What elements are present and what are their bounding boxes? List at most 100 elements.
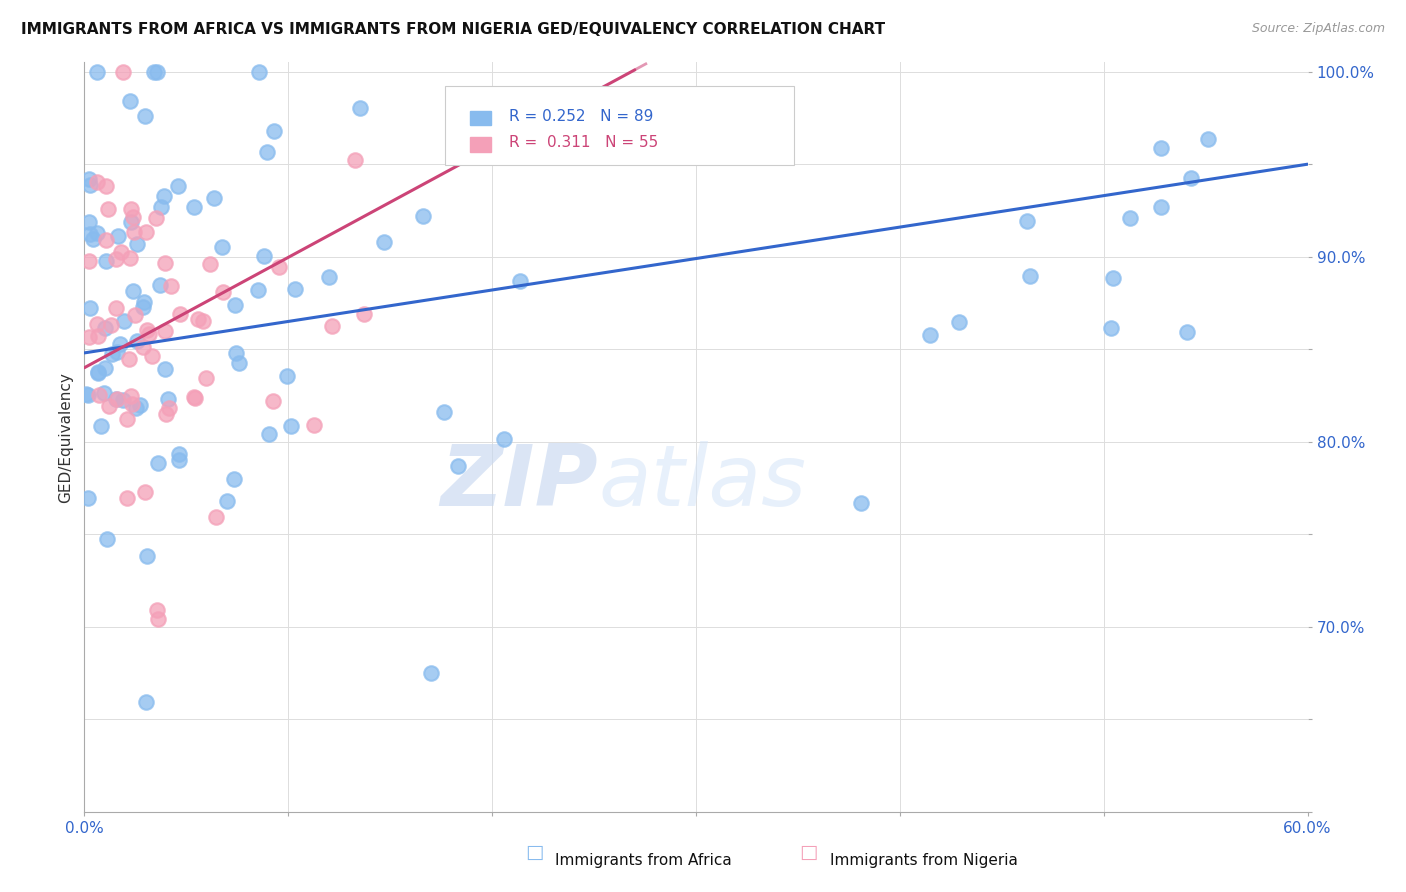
Point (447, 458, 470, 473)
Point (1197, 132, 1219, 146)
Point (108, 337, 131, 351)
Point (77, 172, 100, 186)
Point (1150, 141, 1173, 155)
Point (217, 494, 239, 508)
Point (100, 347, 122, 361)
Point (195, 371, 218, 385)
Point (134, 295, 156, 310)
Point (191, 314, 214, 328)
Point (118, 252, 141, 266)
Point (492, 432, 515, 446)
Point (321, 319, 343, 334)
Point (145, 603, 167, 617)
Point (77, 215, 100, 229)
Point (105, 392, 128, 406)
FancyBboxPatch shape (470, 136, 491, 152)
Point (110, 244, 132, 259)
Point (132, 300, 155, 314)
Point (105, 344, 128, 359)
Point (104, 301, 127, 315)
Point (79, 227, 101, 241)
Point (87, 329, 110, 343)
Point (184, 391, 207, 405)
Point (146, 64, 169, 78)
Point (155, 362, 177, 376)
Point (155, 324, 177, 338)
Point (142, 64, 165, 78)
Point (112, 313, 135, 327)
Point (124, 308, 146, 322)
Point (1119, 211, 1142, 226)
Point (259, 427, 281, 442)
Point (166, 179, 188, 194)
Text: □: □ (799, 843, 818, 862)
Point (141, 349, 163, 363)
Point (183, 200, 205, 214)
Point (79, 178, 101, 192)
Point (100, 318, 122, 333)
Point (82, 232, 104, 246)
Point (77, 329, 100, 343)
Text: IMMIGRANTS FROM AFRICA VS IMMIGRANTS FROM NIGERIA GED/EQUIVALENCY CORRELATION CH: IMMIGRANTS FROM AFRICA VS IMMIGRANTS FRO… (21, 22, 886, 37)
Point (1099, 321, 1122, 335)
Point (509, 274, 531, 288)
Point (105, 392, 128, 407)
Point (159, 401, 181, 416)
Point (94, 360, 117, 375)
Point (267, 260, 290, 274)
Point (118, 351, 141, 366)
Point (77, 491, 100, 506)
Point (155, 408, 177, 422)
Point (948, 315, 970, 329)
Point (122, 225, 145, 239)
Point (225, 346, 247, 360)
Point (93, 386, 115, 401)
Point (280, 419, 302, 434)
Point (115, 491, 138, 505)
Text: R =  0.311   N = 55: R = 0.311 N = 55 (509, 135, 658, 150)
Point (169, 307, 191, 321)
Point (127, 334, 149, 348)
Point (1175, 325, 1198, 339)
Point (135, 549, 157, 563)
Point (343, 153, 366, 167)
Point (120, 94, 142, 108)
Point (183, 390, 205, 404)
Point (134, 109, 156, 123)
Text: Immigrants from Nigeria: Immigrants from Nigeria (830, 854, 1018, 868)
Point (373, 235, 395, 249)
Point (433, 405, 456, 419)
Point (111, 392, 134, 407)
Point (149, 278, 172, 293)
Point (112, 64, 135, 78)
Point (75, 387, 97, 401)
Point (135, 323, 157, 337)
Point (86, 226, 108, 240)
Point (94, 179, 117, 194)
Point (94, 321, 117, 335)
Point (145, 211, 167, 225)
Point (256, 145, 278, 160)
Point (120, 215, 142, 229)
Point (96, 254, 118, 268)
Point (849, 496, 872, 510)
Point (97, 202, 120, 216)
Point (77, 388, 100, 402)
Point (87, 367, 110, 381)
Point (79, 301, 101, 315)
Point (86, 176, 108, 190)
Point (263, 124, 285, 138)
Point (353, 307, 375, 321)
Point (1150, 200, 1173, 214)
Point (1180, 170, 1202, 185)
Point (200, 257, 222, 271)
Text: R = 0.252   N = 89: R = 0.252 N = 89 (509, 109, 654, 124)
Point (135, 695, 157, 709)
Point (529, 141, 551, 155)
Point (1017, 214, 1039, 228)
Text: Source: ZipAtlas.com: Source: ZipAtlas.com (1251, 22, 1385, 36)
Point (212, 285, 235, 299)
Point (202, 191, 225, 205)
Point (187, 312, 209, 326)
Point (86, 64, 108, 78)
